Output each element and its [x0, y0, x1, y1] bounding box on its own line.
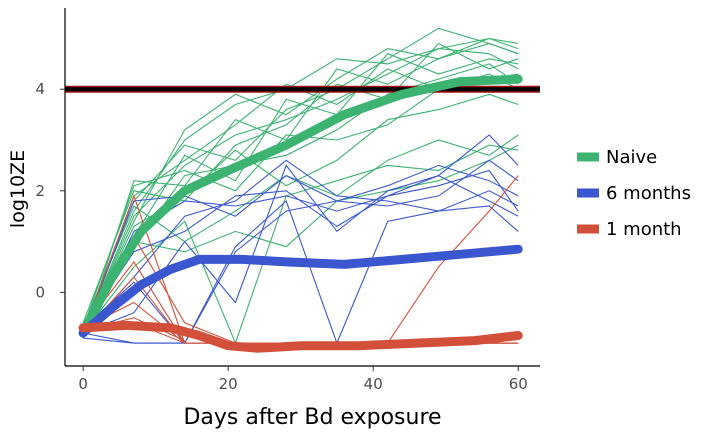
y-tick-label: 4 [35, 80, 45, 98]
y-axis-title: log10ZE [7, 150, 29, 228]
legend-label-6-months: 6 months [606, 183, 691, 204]
x-axis-title: Days after Bd exposure [183, 405, 441, 430]
y-tick-label: 2 [35, 182, 45, 200]
x-tick-label: 0 [78, 375, 88, 393]
x-tick-label: 40 [364, 375, 383, 393]
naive-individual-line [82, 134, 519, 329]
naive-individual-line [82, 42, 519, 334]
legend-label-1-month: 1 month [606, 219, 682, 240]
6-months-individual-line [82, 159, 519, 334]
x-tick-label: 60 [509, 375, 528, 393]
6-months-individual-line [82, 169, 519, 329]
naive-individual-line [82, 37, 519, 334]
x-tick-label: 20 [219, 375, 238, 393]
ticks: 0 20 40 60 0 2 4 [35, 80, 527, 393]
naive-individual-line [82, 42, 519, 323]
y-tick-label: 0 [35, 283, 45, 301]
legend-label-naive: Naive [606, 147, 657, 168]
legend: Naive 6 months 1 month [577, 147, 691, 240]
axes [64, 8, 540, 367]
6-months-individual-line [82, 164, 519, 334]
naive-individual-line [82, 68, 519, 339]
6-months-mean-line [78, 244, 523, 338]
plot-area [65, 27, 540, 353]
naive-mean-line [78, 74, 523, 338]
1-month-mean-line [78, 320, 523, 353]
naive-individual-line [82, 27, 519, 329]
